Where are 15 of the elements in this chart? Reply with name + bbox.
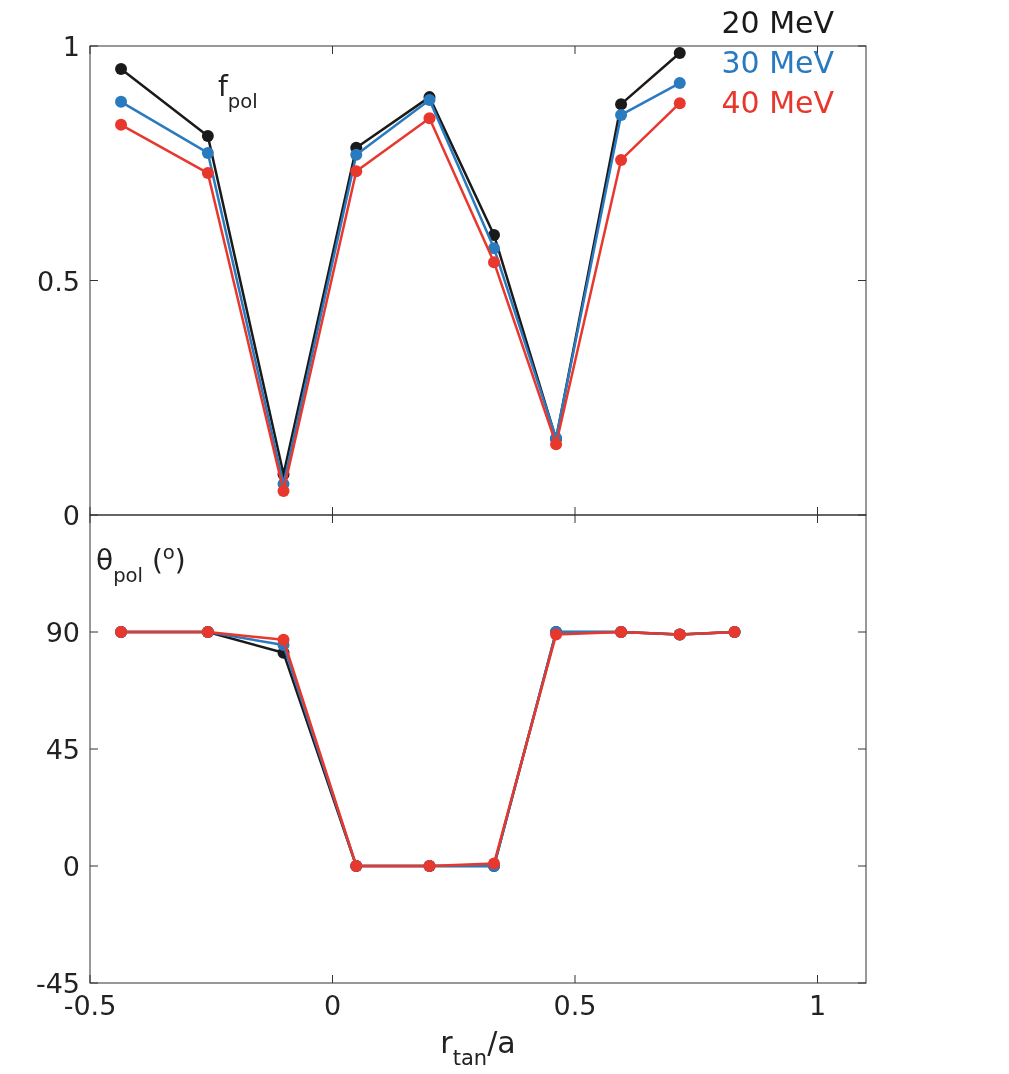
x-tick-label: 0	[323, 990, 342, 1021]
x-tick-label: 1	[808, 990, 827, 1021]
x-axis-title: r$_{tan}$/a	[440, 1025, 516, 1070]
series-label: 40 MeV	[721, 85, 835, 120]
y-tick-label: 0.5	[37, 265, 80, 297]
y-tick-label: 0	[62, 851, 80, 882]
y-tick-label: 0	[62, 500, 80, 531]
x-tick-label: 0.5	[553, 990, 597, 1021]
y-tick-label: 45	[45, 734, 80, 765]
y-tick-label: 1	[62, 31, 80, 62]
series-label: 30 MeV	[721, 45, 835, 80]
y-tick-label: 90	[45, 617, 80, 648]
annotation: θ$_{pol}$ ($^{o}$)	[96, 540, 186, 587]
series-label: 20 MeV	[721, 5, 835, 40]
annotation: f$_{pol}$	[218, 70, 258, 113]
